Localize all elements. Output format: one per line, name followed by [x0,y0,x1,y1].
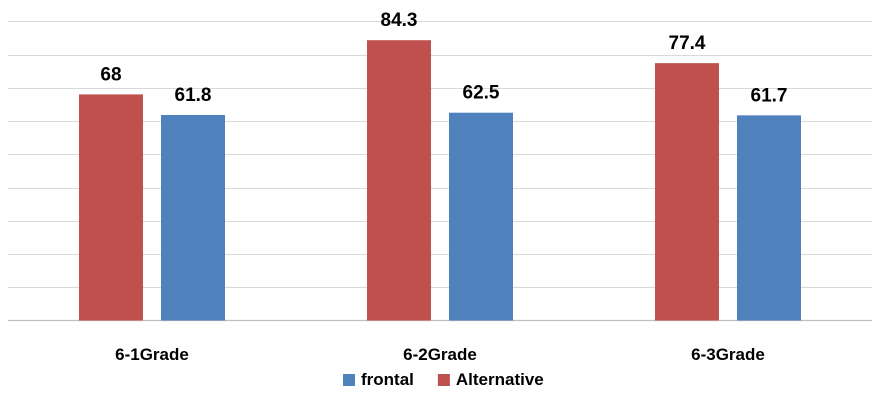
category-label: 6-1Grade [115,345,189,364]
gridlines [8,21,872,322]
category-labels: 6-1Grade 6-2Grade 6-3Grade [115,345,765,364]
data-label-alternative-3: 77.4 [669,33,706,54]
bar-alternative-3 [655,63,719,321]
data-label-frontal-2: 62.5 [463,83,500,104]
legend-swatch-alternative [437,374,450,386]
bar-frontal-1 [161,115,225,321]
bar-frontal-2 [449,112,513,321]
legend-label-alternative: Alternative [456,370,544,389]
legend: frontal Alternative [343,370,544,389]
category-label: 6-2Grade [403,345,477,364]
bar-alternative-2 [367,40,431,321]
category-label: 6-3Grade [691,345,765,364]
legend-swatch-frontal [343,374,355,386]
bar-frontal-3 [737,115,801,321]
legend-label-frontal: frontal [361,370,414,389]
data-label-frontal-3: 61.7 [751,85,788,106]
data-label-alternative-2: 84.3 [381,10,418,31]
bar-alternative-1 [79,94,143,321]
data-labels: 68 61.8 84.3 62.5 77.4 61.7 [100,10,787,106]
data-label-alternative-1: 68 [100,64,121,85]
data-label-frontal-1: 61.8 [175,85,212,106]
bars [79,40,801,321]
